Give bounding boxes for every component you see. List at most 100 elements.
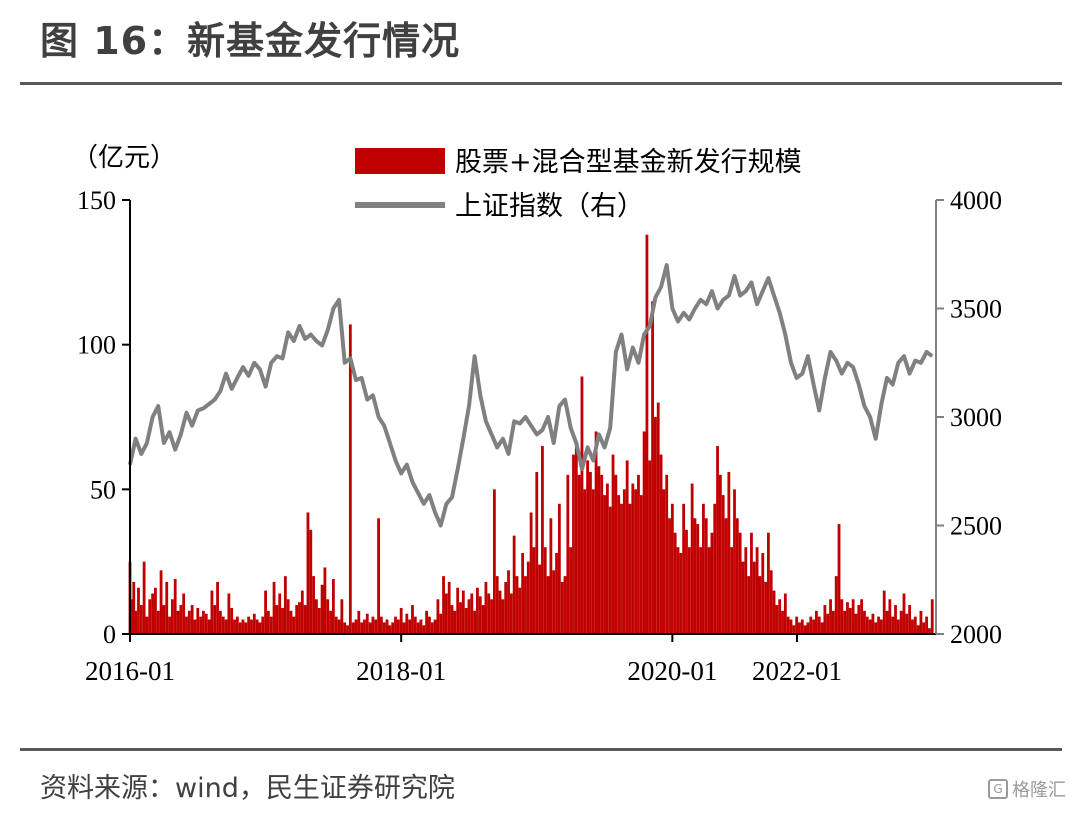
bar-88 bbox=[374, 619, 378, 634]
bar-274 bbox=[899, 610, 903, 634]
bar-30 bbox=[210, 590, 214, 634]
bar-182 bbox=[639, 495, 643, 634]
bar-29 bbox=[207, 619, 211, 634]
bar-245 bbox=[817, 616, 821, 634]
bar-119 bbox=[461, 590, 465, 634]
bar-187 bbox=[654, 417, 657, 634]
right-tick-label: 2500 bbox=[950, 512, 1002, 541]
bar-185 bbox=[648, 460, 652, 634]
bar-4 bbox=[137, 587, 140, 634]
bar-248 bbox=[826, 613, 830, 634]
bar-162 bbox=[583, 489, 587, 634]
bar-211 bbox=[721, 495, 725, 634]
bar-206 bbox=[707, 547, 711, 634]
bar-122 bbox=[470, 593, 474, 634]
bar-127 bbox=[484, 581, 488, 634]
bar-259 bbox=[857, 605, 861, 634]
line-series bbox=[128, 263, 934, 528]
bar-167 bbox=[597, 466, 601, 634]
bar-34 bbox=[221, 616, 225, 634]
bar-52 bbox=[272, 581, 276, 634]
top-rule bbox=[20, 82, 1062, 85]
bar-115 bbox=[450, 605, 454, 634]
bar-237 bbox=[795, 616, 799, 634]
bar-16 bbox=[170, 599, 174, 634]
bar-51 bbox=[269, 616, 273, 634]
bar-22 bbox=[187, 610, 191, 634]
bar-141 bbox=[524, 576, 527, 634]
bar-3 bbox=[134, 610, 138, 634]
bar-35 bbox=[224, 619, 228, 634]
bar-260 bbox=[860, 599, 864, 634]
bottom-rule bbox=[20, 748, 1062, 751]
bar-125 bbox=[478, 596, 482, 634]
bar-280 bbox=[916, 625, 920, 634]
bar-194 bbox=[673, 532, 677, 634]
bar-243 bbox=[812, 619, 815, 634]
bar-190 bbox=[662, 489, 666, 634]
bar-42 bbox=[244, 622, 248, 634]
bar-221 bbox=[750, 532, 753, 634]
bar-25 bbox=[196, 607, 200, 634]
bar-278 bbox=[911, 619, 914, 634]
bar-235 bbox=[789, 619, 793, 634]
bar-196 bbox=[679, 552, 683, 634]
right-tick-label: 2000 bbox=[950, 620, 1002, 649]
bar-186 bbox=[651, 301, 654, 634]
bar-6 bbox=[142, 561, 146, 634]
bar-207 bbox=[710, 532, 714, 634]
bar-204 bbox=[702, 503, 705, 634]
bar-31 bbox=[213, 605, 217, 634]
bar-28 bbox=[204, 613, 208, 634]
bar-77 bbox=[343, 622, 347, 634]
bar-254 bbox=[843, 610, 847, 634]
bar-246 bbox=[820, 622, 824, 634]
bar-124 bbox=[476, 587, 479, 634]
bar-80 bbox=[351, 622, 355, 634]
bar-176 bbox=[622, 489, 626, 634]
bar-232 bbox=[781, 610, 784, 634]
watermark: G 格隆汇 bbox=[988, 776, 1066, 802]
bar-72 bbox=[329, 610, 332, 634]
bar-56 bbox=[283, 576, 287, 634]
bar-14 bbox=[165, 581, 169, 634]
bar-138 bbox=[515, 576, 519, 634]
bar-229 bbox=[772, 590, 776, 634]
bar-110 bbox=[436, 599, 440, 634]
bar-79 bbox=[348, 324, 352, 634]
bar-210 bbox=[718, 474, 722, 634]
watermark-text: 格隆汇 bbox=[1012, 780, 1066, 801]
bar-94 bbox=[391, 622, 395, 634]
bar-54 bbox=[278, 593, 282, 634]
bar-130 bbox=[492, 489, 496, 634]
bar-5 bbox=[139, 605, 143, 634]
bar-117 bbox=[456, 587, 460, 634]
bar-205 bbox=[704, 518, 708, 634]
bar-215 bbox=[733, 489, 736, 634]
bar-214 bbox=[730, 547, 734, 634]
x-tick-label: 2018-01 bbox=[356, 656, 446, 686]
bar-282 bbox=[922, 622, 926, 634]
bar-99 bbox=[405, 613, 409, 634]
bar-131 bbox=[495, 576, 499, 634]
bar-201 bbox=[693, 518, 697, 634]
bar-39 bbox=[235, 616, 239, 634]
axes: 0 50 100 150 2000 2500 3000 3500 4000 2016-01 2018… bbox=[72, 143, 1002, 686]
bar-180 bbox=[634, 489, 638, 634]
bar-26 bbox=[199, 616, 203, 634]
bar-189 bbox=[659, 454, 663, 634]
bar-225 bbox=[761, 552, 765, 634]
bar-140 bbox=[521, 552, 525, 634]
bar-244 bbox=[815, 610, 818, 634]
bar-111 bbox=[439, 613, 443, 634]
bar-198 bbox=[685, 529, 688, 634]
bar-265 bbox=[874, 622, 878, 634]
bar-175 bbox=[620, 503, 623, 634]
bar-251 bbox=[834, 576, 838, 634]
bar-36 bbox=[227, 593, 231, 634]
bar-252 bbox=[837, 524, 841, 634]
bar-263 bbox=[868, 619, 872, 634]
bar-19 bbox=[179, 605, 183, 634]
bar-283 bbox=[925, 616, 928, 634]
